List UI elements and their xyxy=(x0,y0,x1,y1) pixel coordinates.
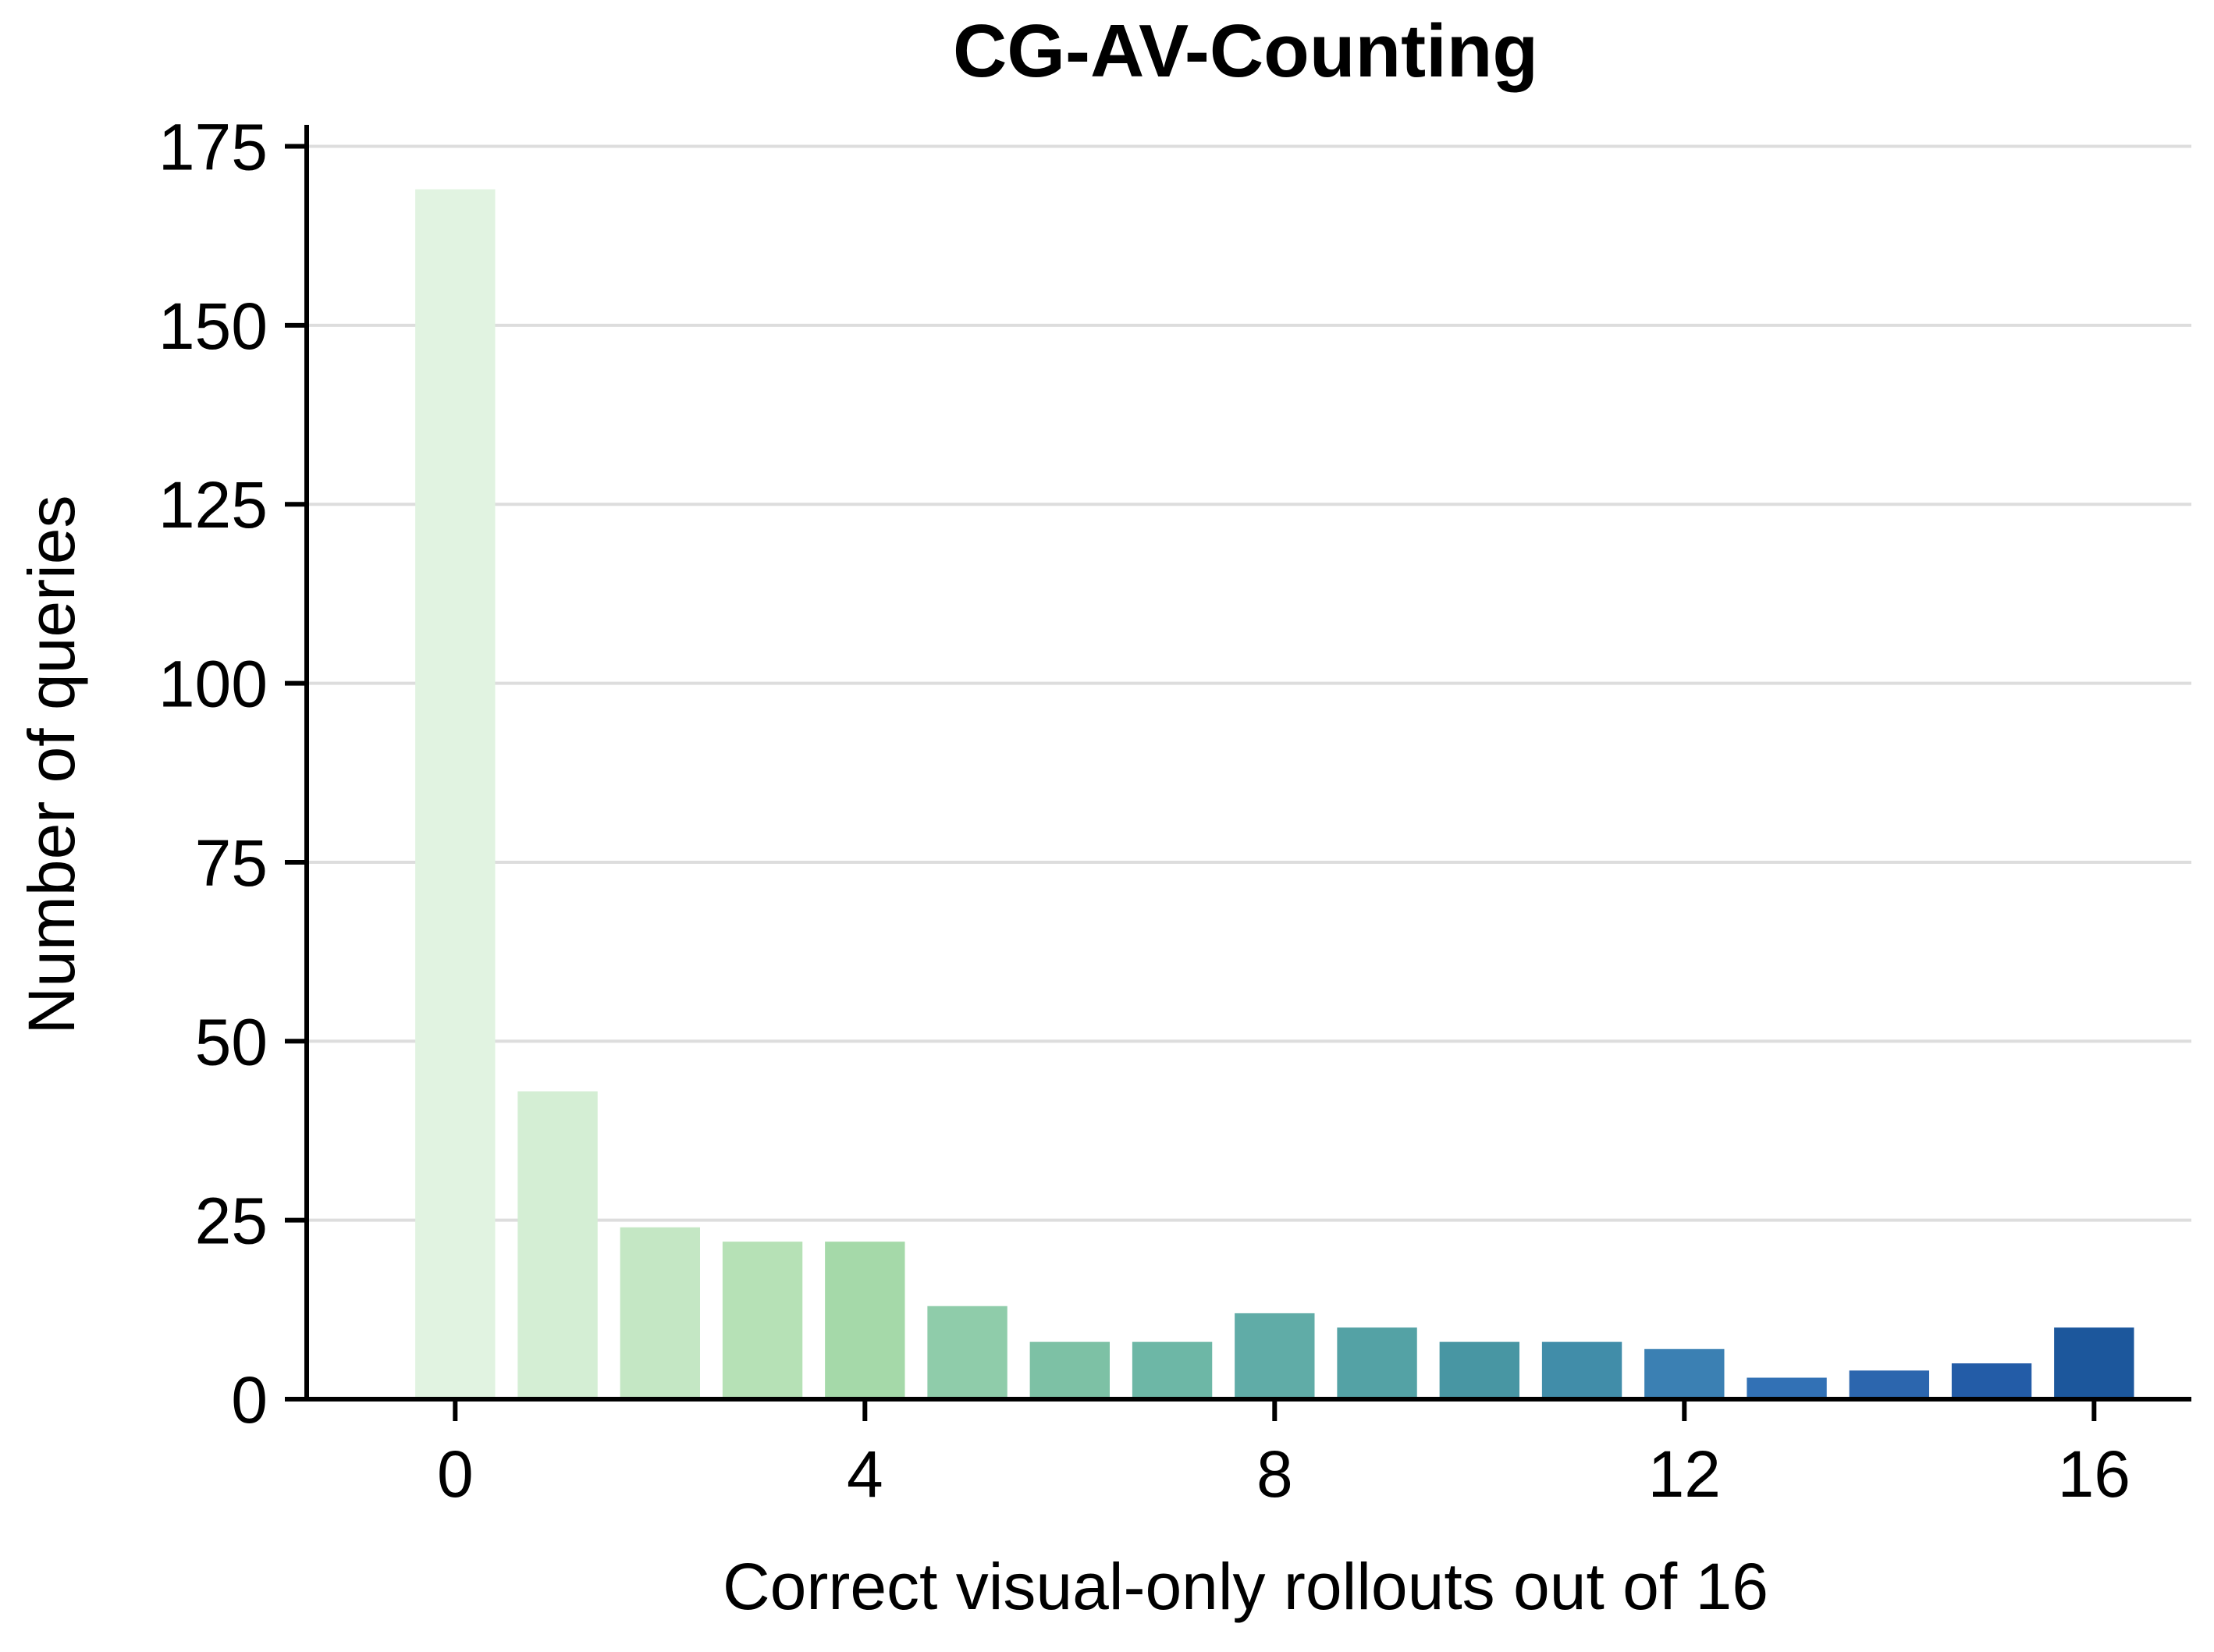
bar-7 xyxy=(1132,1341,1213,1399)
y-tick-label-50: 50 xyxy=(195,1005,268,1078)
bars xyxy=(415,189,2134,1400)
bar-12 xyxy=(1644,1348,1725,1399)
y-tick-label-175: 175 xyxy=(158,111,268,184)
x-tick-label-0: 0 xyxy=(437,1437,474,1511)
y-tick-label-0: 0 xyxy=(231,1363,268,1437)
bar-4 xyxy=(825,1242,905,1399)
bar-14 xyxy=(1849,1370,1929,1399)
y-tick-label-100: 100 xyxy=(158,648,268,721)
bar-5 xyxy=(927,1306,1007,1399)
x-tick-label-4: 4 xyxy=(847,1437,883,1511)
ticks: 0 25 50 75 100 125 150 175 0 4 8 12 16 xyxy=(158,111,2130,1511)
bar-16 xyxy=(2054,1327,2134,1399)
gridlines xyxy=(307,144,2191,1222)
axes xyxy=(304,125,2191,1402)
bar-10 xyxy=(1439,1341,1519,1399)
chart-title: CG-AV-Counting xyxy=(953,9,1538,93)
x-tick-label-12: 12 xyxy=(1648,1437,1721,1511)
bar-6 xyxy=(1029,1341,1110,1399)
bar-8 xyxy=(1235,1313,1315,1399)
bar-13 xyxy=(1747,1377,1827,1399)
x-tick-label-8: 8 xyxy=(1256,1437,1293,1511)
y-tick-label-25: 25 xyxy=(195,1185,268,1258)
bar-0 xyxy=(415,189,496,1400)
y-tick-label-75: 75 xyxy=(195,826,268,900)
y-axis-label: Number of queries xyxy=(15,496,88,1035)
y-tick-label-125: 125 xyxy=(158,468,268,542)
y-tick-label-150: 150 xyxy=(158,290,268,363)
bar-2 xyxy=(620,1227,700,1399)
bar-11 xyxy=(1541,1341,1622,1399)
bar-9 xyxy=(1337,1327,1417,1399)
bar-15 xyxy=(1951,1363,2032,1399)
bar-3 xyxy=(722,1242,803,1399)
bar-1 xyxy=(517,1091,598,1399)
x-axis-label: Correct visual-only rollouts out of 16 xyxy=(723,1550,1768,1623)
x-tick-label-16: 16 xyxy=(2058,1437,2130,1511)
